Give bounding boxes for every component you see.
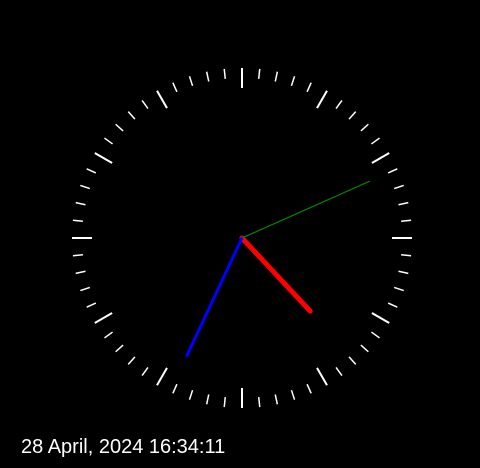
hour-hand [239, 235, 313, 314]
minute-tick [104, 331, 114, 339]
hour-tick [94, 152, 113, 164]
minute-tick [348, 356, 357, 365]
minute-tick [72, 219, 83, 223]
minute-tick [172, 383, 178, 394]
minute-tick [257, 68, 261, 79]
hour-tick [156, 90, 168, 109]
minute-hand [185, 236, 244, 358]
hour-tick [371, 312, 390, 324]
minute-tick [223, 68, 227, 79]
minute-tick [393, 286, 404, 292]
minute-tick [387, 168, 398, 174]
hour-tick [156, 367, 168, 386]
minute-tick [401, 253, 412, 257]
hour-tick [371, 152, 390, 164]
minute-tick [306, 383, 312, 394]
minute-tick [257, 397, 261, 408]
minute-tick [188, 76, 194, 87]
minute-tick [141, 100, 149, 110]
hour-tick [316, 367, 328, 386]
minute-tick [223, 397, 227, 408]
minute-tick [290, 389, 296, 400]
minute-tick [398, 201, 409, 206]
minute-tick [86, 168, 97, 174]
minute-tick [370, 331, 380, 339]
minute-tick [188, 389, 194, 400]
minute-tick [80, 184, 91, 190]
hour-tick [316, 90, 328, 109]
minute-tick [115, 123, 124, 132]
minute-tick [348, 111, 357, 120]
minute-tick [290, 76, 296, 87]
minute-tick [115, 344, 124, 353]
minute-tick [127, 111, 136, 120]
clock-ticks [72, 68, 412, 408]
minute-tick [335, 366, 343, 376]
minute-tick [393, 184, 404, 190]
minute-tick [401, 219, 412, 223]
minute-tick [360, 123, 369, 132]
second-hand [241, 180, 371, 239]
minute-tick [274, 394, 279, 405]
minute-tick [172, 82, 178, 93]
minute-tick [72, 253, 83, 257]
minute-tick [205, 394, 210, 405]
date-time-readout: 28 April, 2024 16:34:11 [21, 436, 226, 458]
minute-tick [274, 71, 279, 82]
minute-tick [127, 356, 136, 365]
minute-tick [86, 302, 97, 308]
minute-tick [398, 270, 409, 275]
minute-tick [360, 344, 369, 353]
minute-tick [370, 137, 380, 145]
minute-tick [335, 100, 343, 110]
minute-tick [75, 201, 86, 206]
minute-tick [80, 286, 91, 292]
minute-tick [205, 71, 210, 82]
minute-tick [387, 302, 398, 308]
minute-tick [75, 270, 86, 275]
minute-tick [306, 82, 312, 93]
minute-tick [141, 366, 149, 376]
minute-tick [104, 137, 114, 145]
hour-tick [94, 312, 113, 324]
